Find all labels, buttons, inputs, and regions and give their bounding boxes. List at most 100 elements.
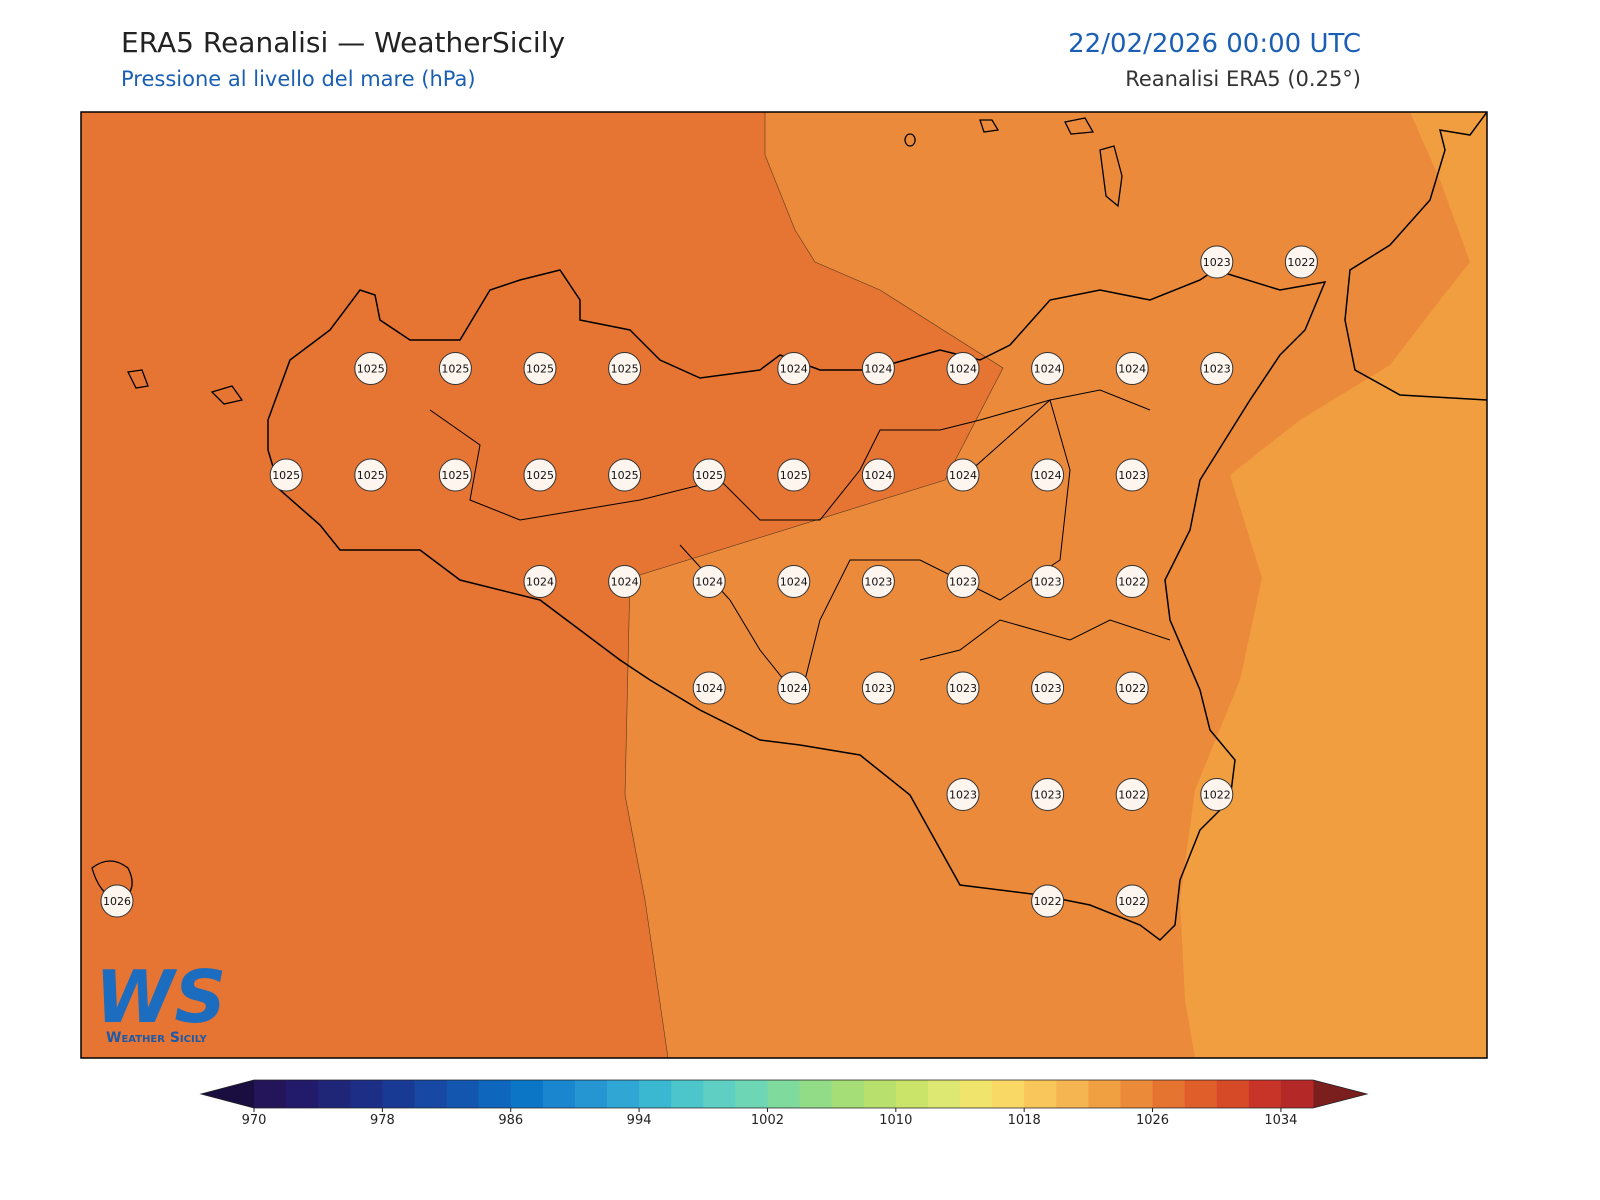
pressure-value: 1025 [441, 469, 469, 482]
pressure-marker [100, 884, 134, 918]
pressure-value: 1026 [103, 895, 131, 908]
pressure-value: 1024 [864, 363, 892, 376]
pressure-value: 1022 [1118, 576, 1146, 589]
pressure-marker [946, 352, 980, 385]
pressure-marker [861, 671, 895, 705]
colorbar-tick-label: 970 [242, 1113, 267, 1128]
pressure-marker [777, 458, 811, 492]
island [91, 117, 1123, 900]
pressure-value: 1023 [949, 576, 977, 589]
pressure-marker [777, 565, 811, 598]
pressure-value: 1024 [1118, 363, 1146, 376]
pressure-marker [1115, 884, 1149, 918]
pressure-marker [354, 352, 388, 385]
pressure-labels: 1023 1022 1025 1025 1025 1025 1024 1024 1024 1024… [100, 245, 1318, 918]
pressure-marker [1031, 565, 1065, 598]
pressure-value: 1022 [1034, 895, 1062, 908]
pressure-marker [692, 671, 726, 705]
pressure-value: 1022 [1118, 682, 1146, 695]
colorbar-cell [574, 1080, 608, 1108]
pressure-value: 1023 [1203, 363, 1231, 376]
pressure-value: 1025 [611, 469, 639, 482]
pressure-value: 1023 [1118, 469, 1146, 482]
colorbar-cell [671, 1080, 704, 1108]
colorbar-cell [382, 1080, 415, 1108]
pressure-value: 1025 [780, 469, 808, 482]
pressure-marker [1031, 458, 1065, 492]
pressure-marker [1031, 778, 1065, 811]
colorbar-cell [1024, 1080, 1057, 1108]
colorbar-cell [510, 1080, 544, 1108]
colorbar-tick-label: 1034 [1264, 1113, 1297, 1128]
pressure-value: 1023 [1034, 682, 1062, 695]
pressure-value: 1022 [1118, 895, 1146, 908]
colorbar-cell [286, 1080, 319, 1108]
pressure-marker [608, 565, 642, 598]
colorbar-cell [960, 1080, 993, 1108]
title: ERA5 Reanalisi — WeatherSicily [121, 26, 565, 59]
colorbar-cell [1280, 1080, 1314, 1108]
colorbar-tick-label: 1002 [751, 1113, 784, 1128]
logo: WS Weather Sicily [95, 955, 226, 1046]
colorbar-cell [607, 1080, 640, 1108]
pressure-marker [1200, 245, 1234, 279]
colorbar-cell [927, 1080, 961, 1108]
province-border [679, 399, 1071, 702]
colorbar-cell [799, 1080, 833, 1108]
colorbar-extend-high [1313, 1080, 1367, 1108]
pressure-marker [523, 458, 557, 492]
pressure-marker [523, 352, 557, 385]
pressure-marker [777, 352, 811, 385]
colorbar-tick-label: 1010 [879, 1113, 912, 1128]
pressure-marker [269, 458, 303, 492]
colorbar-cell [1152, 1080, 1186, 1108]
colorbar-cell [767, 1080, 801, 1108]
pressure-marker [1115, 565, 1149, 598]
pressure-value: 1022 [1118, 789, 1146, 802]
colorbar-cell [1216, 1080, 1250, 1108]
pressure-value: 1024 [780, 682, 808, 695]
coastline [267, 269, 1327, 941]
source: Reanalisi ERA5 (0.25°) [1125, 67, 1361, 91]
pressure-marker [692, 458, 726, 492]
pressure-value: 1025 [526, 363, 554, 376]
pressure-value: 1024 [695, 576, 723, 589]
pressure-marker [861, 565, 895, 598]
colorbar-cell [1056, 1080, 1089, 1108]
pressure-marker [1115, 352, 1149, 385]
pressure-marker [608, 458, 642, 492]
datetime: 22/02/2026 00:00 UTC [1068, 29, 1361, 59]
coastline [1344, 112, 1487, 401]
pressure-marker [1115, 778, 1149, 811]
pressure-value: 1023 [1034, 576, 1062, 589]
pressure-value: 1023 [864, 576, 892, 589]
pressure-marker [861, 352, 895, 385]
pressure-value: 1024 [949, 363, 977, 376]
colorbar: 970 978 986 994 1002 1010 1018 1026 1034 [199, 1079, 1369, 1128]
pressure-marker [1031, 671, 1065, 705]
pressure-marker [1200, 352, 1234, 385]
pressure-value: 1022 [1287, 256, 1315, 269]
pressure-value: 1023 [864, 682, 892, 695]
colorbar-cell [992, 1080, 1025, 1108]
pressure-value: 1025 [526, 469, 554, 482]
colorbar-cell [542, 1080, 576, 1108]
logo-mark: WS [95, 955, 226, 1039]
pressure-marker [1115, 671, 1149, 705]
colorbar-cell [831, 1080, 865, 1108]
pressure-value: 1025 [272, 469, 300, 482]
pressure-marker [438, 458, 472, 492]
colorbar-cell [446, 1080, 480, 1108]
pressure-marker [946, 671, 980, 705]
pressure-value: 1025 [441, 363, 469, 376]
pressure-marker [1115, 458, 1149, 492]
pressure-marker [354, 458, 388, 492]
pressure-marker [1031, 352, 1065, 385]
pressure-value: 1022 [1203, 789, 1231, 802]
pressure-marker [861, 458, 895, 492]
pressure-value: 1025 [357, 363, 385, 376]
colorbar-cell [1088, 1080, 1121, 1108]
pressure-value: 1024 [780, 363, 808, 376]
pressure-value: 1024 [1034, 469, 1062, 482]
pressure-marker [777, 671, 811, 705]
